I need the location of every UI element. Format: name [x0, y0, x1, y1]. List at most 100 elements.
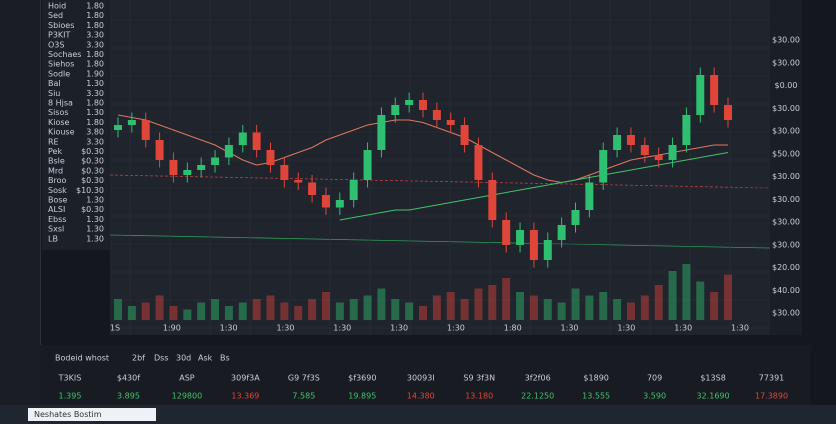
- toolbar-item[interactable]: 30d: [176, 354, 191, 363]
- watch-name: Mrd: [48, 166, 63, 175]
- sidebar: [0, 0, 41, 405]
- ticker-symbol: 77391: [759, 374, 784, 383]
- candle-body: [557, 225, 566, 240]
- chart-area: [110, 0, 770, 335]
- watch-name: Sochaes: [48, 50, 81, 59]
- moving-average: [339, 152, 729, 221]
- candle-body: [335, 200, 344, 208]
- watch-price: $0.30: [81, 176, 104, 185]
- time-label: 1:30: [390, 324, 408, 333]
- watch-name: Sed: [48, 11, 63, 20]
- toolbar-item[interactable]: Bs: [220, 354, 230, 363]
- ticker-symbol: 30093I: [407, 374, 435, 383]
- watch-name: RE: [48, 137, 59, 146]
- ticker-value: 3.590: [643, 392, 666, 401]
- toolbar-item[interactable]: 2bf: [132, 354, 145, 363]
- candle-body: [321, 195, 330, 208]
- volume-bar: [432, 295, 441, 320]
- candle-body: [710, 75, 719, 105]
- candle-body: [502, 220, 511, 245]
- volume-bar: [613, 299, 622, 320]
- time-label: 1:30: [333, 324, 351, 333]
- watch-name: Sbioes: [48, 21, 74, 30]
- watch-price: $10.30: [76, 186, 104, 195]
- price-line: [109, 174, 771, 189]
- candle-body: [183, 170, 192, 175]
- price-label: $50.00: [772, 149, 800, 158]
- candle-body: [529, 230, 538, 260]
- watch-price: $0.30: [81, 147, 104, 156]
- volume-bar: [446, 292, 455, 320]
- volume-bar: [710, 292, 719, 320]
- volume-bar: [169, 306, 178, 320]
- ticker-symbol: G9 7f3S: [288, 374, 320, 383]
- watch-name: Sxsl: [48, 225, 64, 234]
- volume-bar: [197, 302, 206, 320]
- watch-name: Hoid: [48, 2, 66, 11]
- candle-body: [211, 157, 220, 165]
- volume-bar: [183, 309, 192, 320]
- volume-bar: [626, 302, 635, 320]
- candle-body: [266, 150, 275, 165]
- price-label: $30.00: [772, 218, 800, 227]
- search-box[interactable]: Neshates Bostim: [28, 408, 156, 421]
- ticker-value: 14.380: [407, 392, 435, 401]
- ticker-symbol: $1890: [583, 374, 608, 383]
- volume-bar: [280, 302, 289, 320]
- watch-price: 1.30: [86, 225, 104, 234]
- watch-name: 8 Hjsa: [48, 99, 73, 108]
- watch-price: 1.80: [86, 99, 104, 108]
- watch-name: Sisos: [48, 108, 69, 117]
- watch-name: Broo: [48, 176, 66, 185]
- volume-bar: [488, 285, 497, 320]
- price-label: $0.00: [775, 81, 798, 90]
- candle-body: [127, 120, 136, 125]
- ticker-value: 129800: [172, 392, 203, 401]
- ticker-symbol: 309f3A: [231, 374, 260, 383]
- time-label: 1:30: [674, 324, 692, 333]
- volume-bar: [460, 299, 469, 320]
- candle-body: [238, 132, 247, 145]
- time-label: 1:30: [276, 324, 294, 333]
- price-line: [109, 234, 771, 249]
- candle-body: [585, 182, 594, 210]
- candle-body: [349, 180, 358, 200]
- watch-name: Ebss: [48, 215, 66, 224]
- candle-body: [363, 150, 372, 180]
- candle-body: [155, 140, 164, 160]
- volume-bar: [668, 271, 677, 320]
- candle-body: [640, 145, 649, 155]
- watch-price: $0.30: [81, 157, 104, 166]
- price-label: $30.00: [772, 172, 800, 181]
- volume-bar: [557, 302, 566, 320]
- watch-price: 1.30: [86, 196, 104, 205]
- toolbar-item[interactable]: Ask: [198, 354, 213, 363]
- watch-price: 3.30: [86, 89, 104, 98]
- ticker-value: 32.1690: [697, 392, 730, 401]
- volume-bar: [405, 302, 414, 320]
- volume-bar: [266, 295, 275, 320]
- watch-name: Siehos: [48, 60, 74, 69]
- candle-body: [224, 145, 233, 158]
- watch-name: Kiouse: [48, 128, 75, 137]
- watch-price: 1.80: [86, 118, 104, 127]
- candle-body: [626, 135, 635, 145]
- volume-bar: [114, 299, 122, 320]
- ticker-symbol: S9 3f3N: [463, 374, 495, 383]
- volume-bar: [141, 302, 150, 320]
- watch-price: 3.30: [86, 31, 104, 40]
- volume-bar: [155, 295, 164, 320]
- price-label: $30.00: [772, 127, 800, 136]
- candle-body: [696, 75, 705, 115]
- candle-body: [460, 125, 469, 145]
- candle-body: [280, 165, 289, 180]
- volume-bar: [724, 274, 732, 320]
- volume-bar: [211, 299, 220, 320]
- time-label: 1:80: [504, 324, 522, 333]
- ticker-value: 17.3890: [755, 392, 788, 401]
- toolbar-item[interactable]: Bodeid whost: [55, 354, 109, 363]
- candle-body: [571, 210, 580, 225]
- price-label: $20.00: [772, 263, 800, 272]
- volume-bar: [363, 295, 372, 320]
- toolbar-item[interactable]: Dss: [154, 354, 169, 363]
